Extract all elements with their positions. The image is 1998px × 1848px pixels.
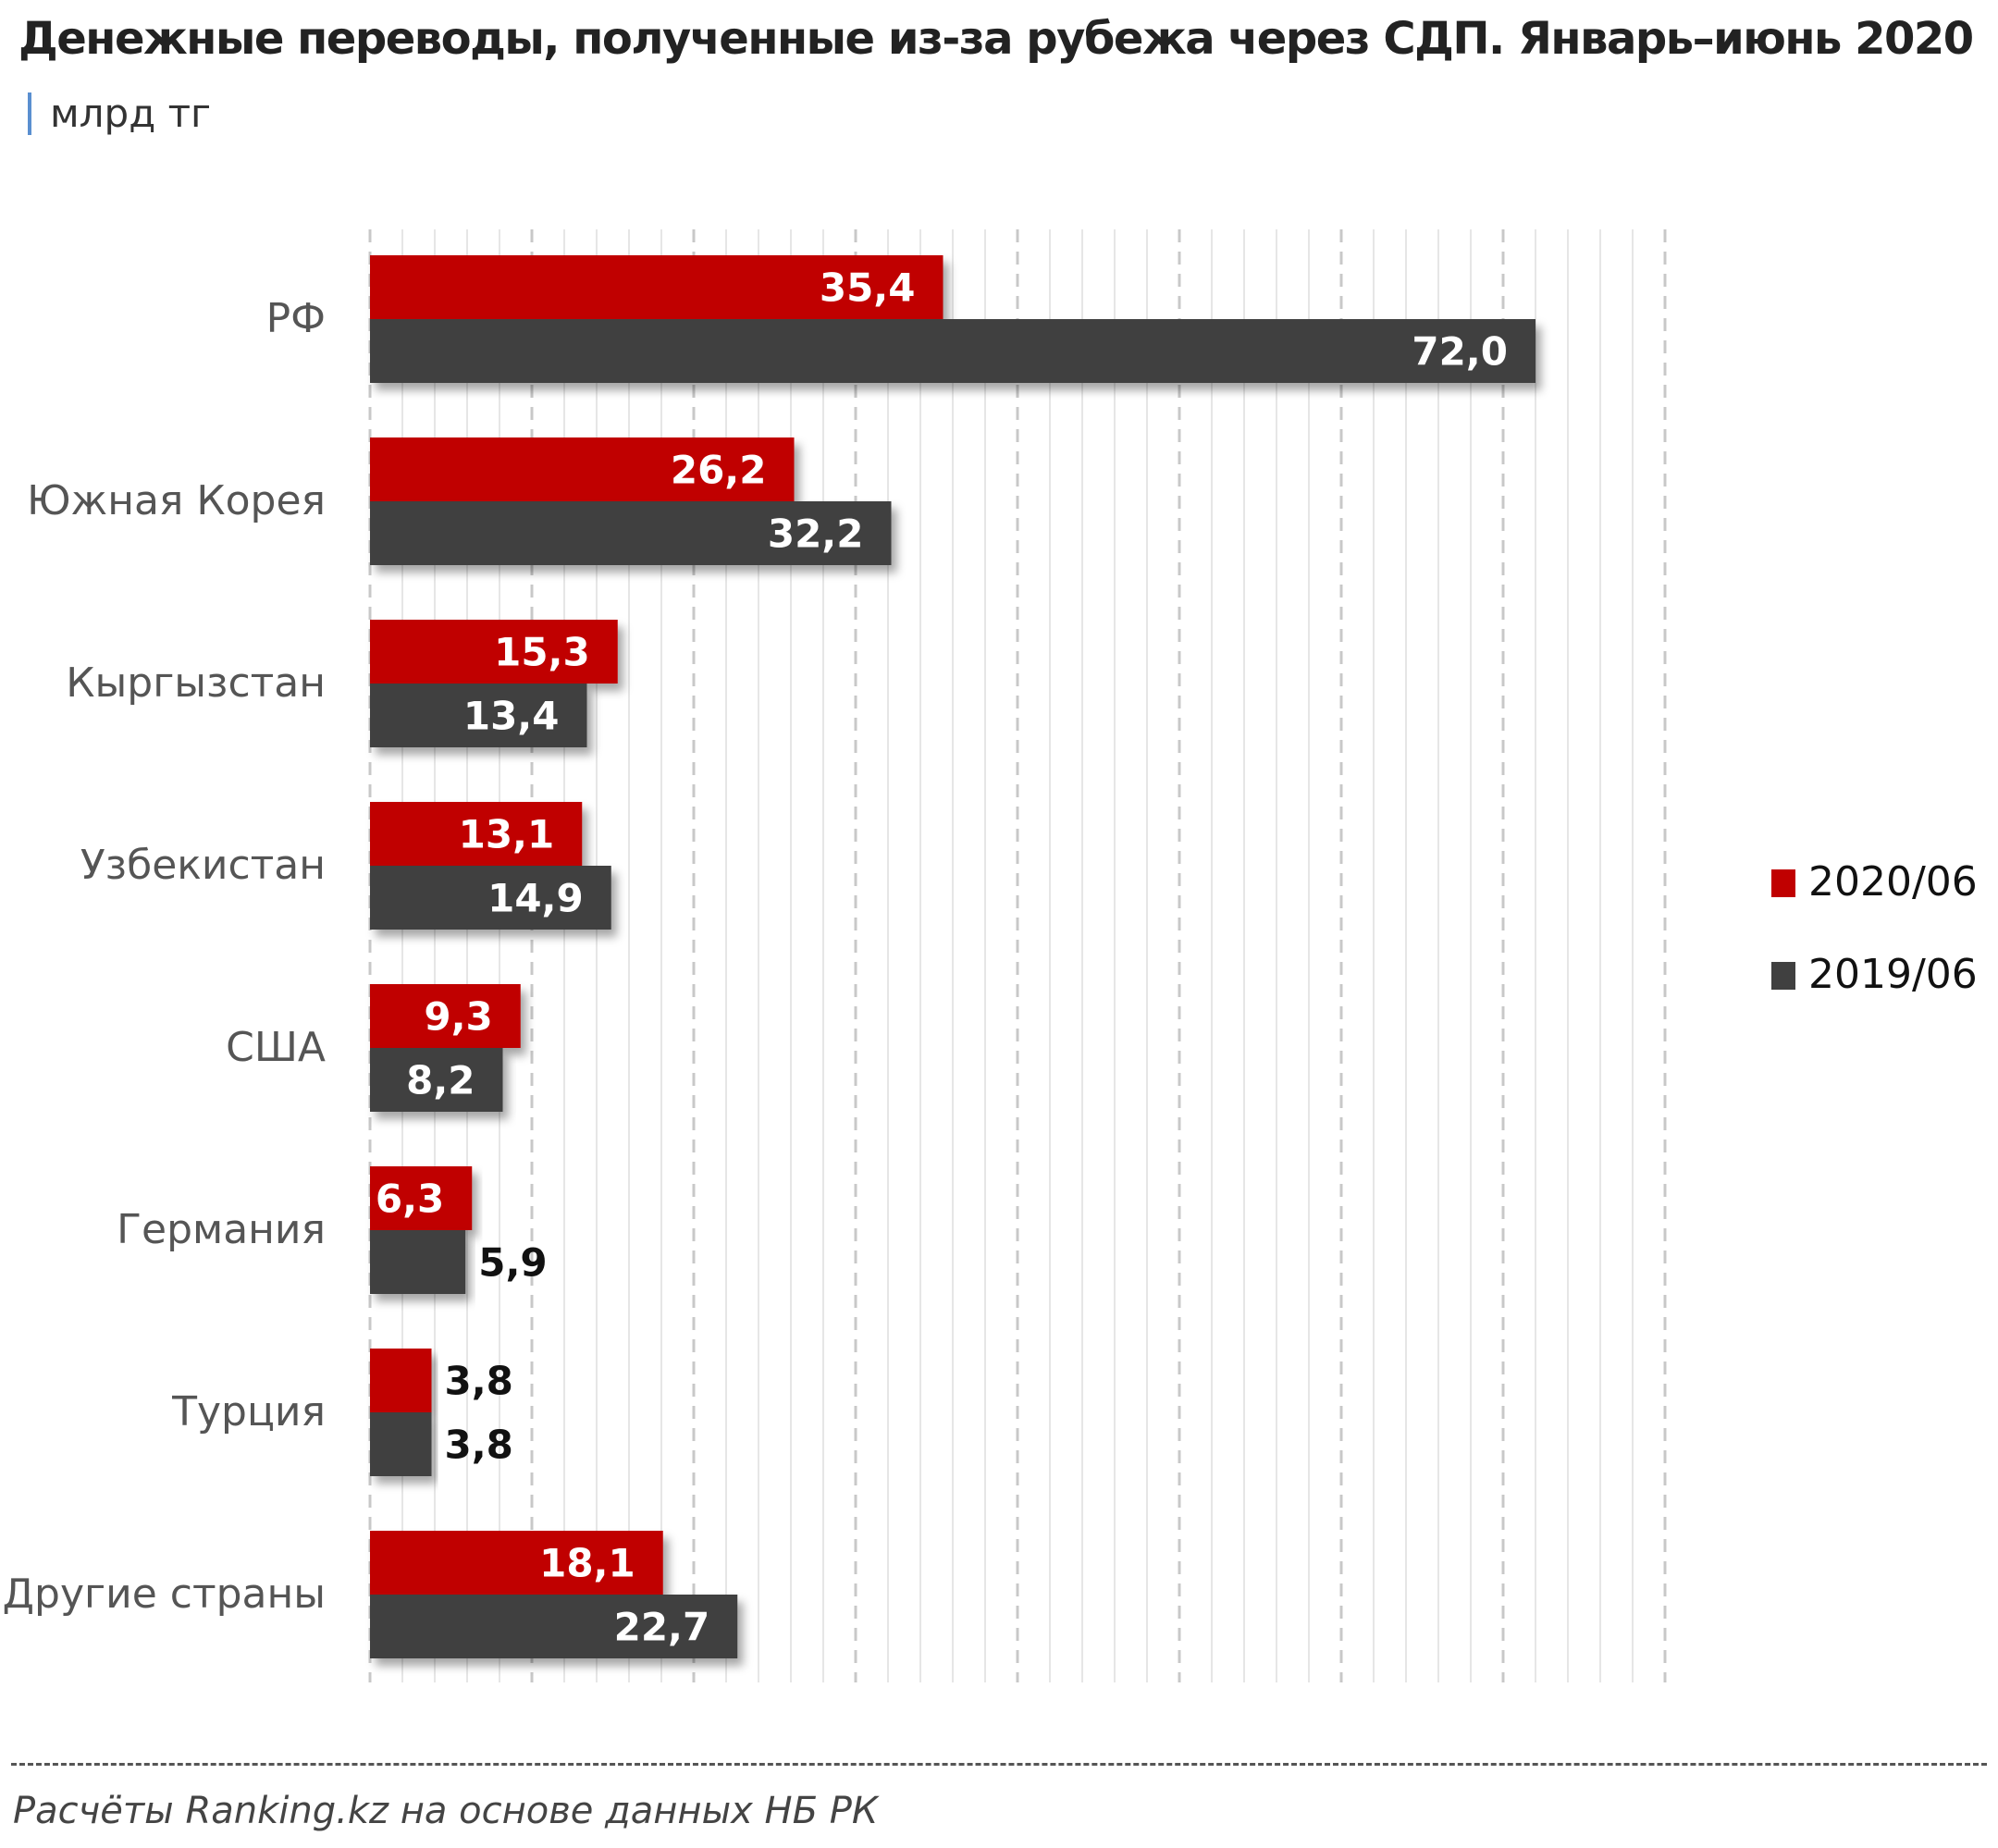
category-label: Другие страны [3, 1571, 326, 1618]
source-note: Расчёты Ranking.kz на основе данных НБ Р… [13, 1790, 879, 1832]
footer-divider [11, 1763, 1987, 1766]
category-label: РФ [266, 295, 326, 342]
category-label: Германия [117, 1206, 326, 1253]
bar-2019-06 [370, 866, 611, 930]
data-label: 3,8 [445, 1423, 513, 1468]
category-label: Южная Корея [27, 477, 326, 524]
data-label: 72,0 [1412, 329, 1508, 375]
data-label: 8,2 [406, 1058, 475, 1103]
legend-swatch [1771, 962, 1795, 990]
bar-2020-06 [370, 255, 944, 319]
category-label: США [226, 1024, 326, 1071]
legend-label: 2020/06 [1808, 858, 1978, 906]
bar-2020-06 [370, 1166, 473, 1230]
bar-2019-06 [370, 684, 587, 747]
category-label: Кыргызстан [66, 659, 326, 707]
data-label: 6,3 [376, 1177, 444, 1222]
bar-2020-06 [370, 620, 618, 684]
bar-2020-06 [370, 802, 583, 866]
bar-2020-06 [370, 1349, 432, 1412]
data-label: 32,2 [768, 511, 864, 557]
data-label: 14,9 [487, 876, 584, 921]
bar-2019-06 [370, 1595, 738, 1658]
category-label: Узбекистан [80, 842, 326, 889]
data-label: 15,3 [494, 630, 590, 675]
data-label: 22,7 [614, 1605, 710, 1650]
category-label: Турция [171, 1388, 326, 1435]
bar-2019-06 [370, 1230, 466, 1294]
bar-2019-06 [370, 501, 892, 565]
bar-2019-06 [370, 319, 1536, 383]
bar-2019-06 [370, 1412, 432, 1476]
data-label: 3,8 [445, 1359, 513, 1404]
data-label: 13,4 [463, 694, 560, 739]
bar-2020-06 [370, 984, 521, 1048]
data-label: 35,4 [820, 265, 916, 311]
data-label: 5,9 [478, 1240, 547, 1286]
legend-label: 2019/06 [1808, 951, 1978, 998]
data-label: 26,2 [671, 448, 767, 493]
legend-swatch [1771, 869, 1795, 897]
bar-2019-06 [370, 1048, 503, 1112]
data-label: 18,1 [539, 1541, 635, 1586]
chart-subtitle: млрд тг [28, 92, 211, 135]
chart-title: Денежные переводы, полученные из-за рубе… [18, 13, 1974, 65]
bar-2020-06 [370, 437, 795, 501]
data-label: 9,3 [424, 994, 492, 1040]
bar-2020-06 [370, 1531, 663, 1595]
data-label: 13,1 [459, 812, 555, 857]
